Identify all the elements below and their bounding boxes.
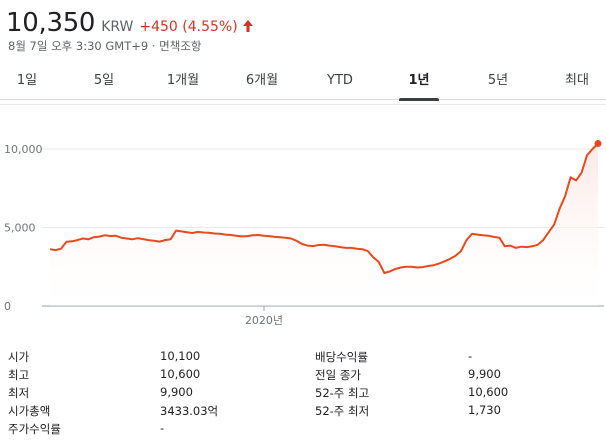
y-tick-label: 5,000 [4, 222, 36, 235]
timestamp-disclaimer[interactable]: 8월 7일 오후 3:30 GMT+9 · 면책조항 [8, 39, 202, 53]
y-tick-label: 0 [4, 300, 11, 313]
tab-1[interactable]: 5일 [93, 73, 115, 88]
stat-label: 52-주 최저 [315, 404, 370, 418]
tab-3[interactable]: 6개월 [245, 73, 279, 88]
stat-label: 시가총액 [8, 404, 51, 418]
stat-value: 10,100 [160, 349, 201, 363]
stat-value: 10,600 [160, 367, 201, 381]
stat-value: - [468, 349, 473, 363]
price-chart[interactable]: 10,000 5,000 0 2020년 [0, 104, 606, 340]
stat-value: 1,730 [468, 403, 501, 417]
stat-label: 전일 종가 [315, 368, 361, 382]
stat-value: 9,900 [468, 367, 501, 381]
tab-4[interactable]: YTD [327, 73, 353, 88]
y-tick-label: 10,000 [4, 143, 43, 156]
stat-row: 주가수익률 - [8, 421, 290, 439]
arrow-up-icon [242, 20, 253, 32]
stat-value: 9,900 [160, 385, 193, 399]
stat-value: 10,600 [468, 385, 509, 399]
stat-label: 52-주 최고 [315, 386, 370, 400]
stat-label: 최고 [8, 368, 30, 382]
tab-6[interactable]: 5년 [487, 73, 509, 88]
quote-header: 10,350 KRW +450 (4.55%) [6, 8, 254, 38]
tab-0[interactable]: 1일 [16, 73, 38, 88]
currency-label: KRW [101, 19, 134, 35]
stat-value: 3433.03억 [160, 404, 219, 418]
tab-5[interactable]: 1년 [391, 64, 447, 100]
stat-label: 주가수익률 [8, 422, 61, 436]
time-range-tabs: 1일 5일 1개월 6개월 YTD 1년 5년 최대 [0, 64, 606, 100]
stat-row: 최고 10,600 [8, 367, 290, 385]
stat-label: 최저 [8, 386, 30, 400]
price-change: +450 (4.55%) [139, 19, 238, 35]
x-tick-label: 2020년 [245, 314, 283, 327]
stat-row: 최저 9,900 [8, 385, 290, 403]
stat-row: 시가 10,100 [8, 349, 290, 367]
stat-value: - [160, 421, 165, 435]
stat-row: 52-주 최고 10,600 [315, 385, 598, 403]
price-area [50, 143, 598, 306]
stat-label: 시가 [8, 350, 30, 364]
stat-row: 배당수익률 - [315, 349, 598, 367]
last-price-point [594, 140, 602, 148]
current-price: 10,350 [6, 8, 96, 38]
stat-row: 52-주 최저 1,730 [315, 403, 598, 421]
stat-label: 배당수익률 [315, 350, 368, 364]
stat-row: 전일 종가 9,900 [315, 367, 598, 385]
tab-7[interactable]: 최대 [565, 73, 589, 88]
price-line [49, 142, 599, 274]
stat-row: 시가총액 3433.03억 [8, 403, 290, 421]
tab-2[interactable]: 1개월 [166, 73, 200, 88]
